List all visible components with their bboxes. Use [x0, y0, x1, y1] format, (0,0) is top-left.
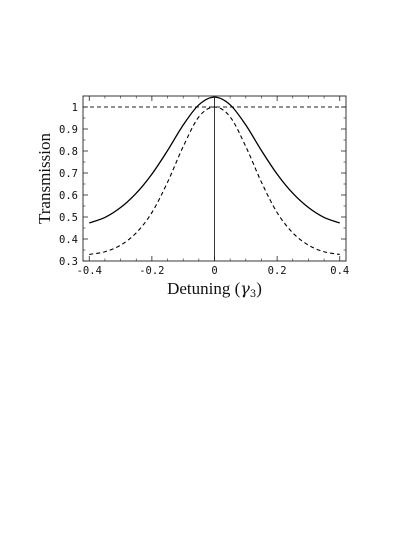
x-axis-ticks: -0.4 -0.2 0 0.2 0.4	[77, 96, 349, 277]
y-tick-label: 1	[72, 102, 78, 114]
y-axis-title: Transmission	[35, 132, 54, 224]
y-tick-label: 0.3	[59, 256, 78, 268]
x-axis-title-suffix: )	[256, 279, 262, 298]
x-tick-label: 0.2	[268, 265, 287, 277]
x-tick-label: -0.4	[77, 265, 102, 277]
x-tick-label: 0.4	[330, 265, 349, 277]
x-axis-title-text: Detuning (	[167, 279, 241, 298]
y-axis-ticks: 0.3 0.4 0.5 0.6 0.7 0.8 0.9 1	[59, 102, 346, 268]
x-tick-label: 0	[211, 265, 217, 277]
y-tick-label: 0.4	[59, 234, 78, 246]
x-axis-title-symbol: γ	[240, 279, 250, 298]
x-tick-label: -0.2	[139, 265, 164, 277]
reference-lines	[83, 96, 346, 261]
y-tick-label: 0.7	[59, 168, 78, 180]
y-tick-label: 0.5	[59, 212, 78, 224]
y-tick-label: 0.6	[59, 190, 78, 202]
x-axis-title: Detuning (γ3)	[167, 279, 262, 300]
x-axis-title-subscript: 3	[250, 289, 256, 300]
dashed-transmission-curve	[89, 106, 340, 255]
y-tick-label: 0.8	[59, 146, 78, 158]
y-tick-label: 0.9	[59, 124, 78, 136]
